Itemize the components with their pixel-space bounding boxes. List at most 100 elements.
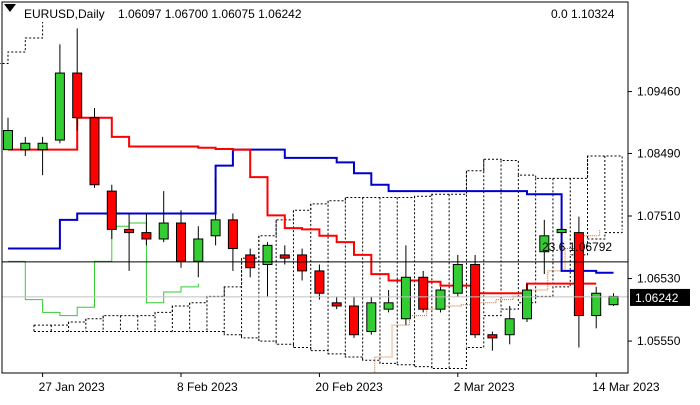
candle: [210, 178, 221, 246]
x-tick-label: 27 Jan 2023: [39, 380, 105, 394]
y-tick-label: 1.05550: [637, 334, 681, 348]
candle-body: [72, 72, 83, 119]
candle-body: [37, 142, 48, 151]
candle-body: [608, 295, 619, 306]
candle-body: [176, 222, 186, 262]
x-tick-label: 8 Feb 2023: [177, 380, 238, 394]
candle-body: [3, 129, 13, 151]
candle-body: [227, 219, 238, 250]
candle-body: [452, 264, 463, 294]
candle: [349, 296, 359, 338]
overlay-lines: [2, 261, 628, 298]
plot-frame: [1, 1, 629, 374]
candle: [176, 210, 186, 268]
collapse-arrow-icon[interactable]: [4, 4, 16, 12]
candle-body: [435, 289, 446, 310]
candle: [608, 293, 619, 306]
chart-header-ohlc: 1.06097 1.06700 1.06075 1.06242: [118, 7, 302, 21]
candle-body: [556, 228, 567, 234]
candle: [193, 226, 204, 278]
candle: [279, 245, 290, 265]
candle: [262, 242, 273, 297]
candle: [522, 283, 532, 322]
candle: [383, 290, 394, 313]
y-tick-label: 1.08490: [637, 146, 681, 160]
current-price-tag: 1.06242: [630, 288, 690, 306]
candle: [158, 191, 169, 243]
candle: [37, 136, 48, 176]
candle: [89, 108, 100, 188]
candle: [539, 219, 550, 275]
candle-body: [522, 289, 532, 320]
candle: [504, 305, 515, 345]
candle-body: [573, 232, 584, 317]
x-tick-label: 20 Feb 2023: [315, 380, 383, 394]
candle-body: [470, 264, 481, 336]
candle-body: [349, 305, 359, 336]
candle: [573, 216, 584, 348]
candle-body: [504, 318, 515, 336]
candle: [124, 213, 135, 271]
candle: [106, 184, 117, 239]
candle-body: [20, 142, 31, 151]
candle: [400, 245, 411, 326]
candle: [435, 286, 446, 313]
axes: 1.104401.094601.084901.075101.065301.055…: [1, 1, 681, 405]
candle-body: [366, 302, 377, 333]
candle: [227, 213, 238, 271]
candle-body: [262, 244, 273, 266]
chikou-line: [8, 222, 199, 317]
current-price-label: 1.06242: [635, 291, 679, 305]
candle: [470, 254, 481, 338]
candles: [3, 28, 619, 351]
candle: [3, 117, 13, 151]
candle: [487, 331, 498, 351]
candle-body: [210, 219, 221, 237]
candle: [591, 286, 602, 329]
candle: [556, 228, 567, 236]
candle-body: [591, 292, 602, 317]
y-tick-label: 1.09460: [637, 85, 681, 99]
candle-body: [279, 254, 290, 259]
cloud-lower-edge: [33, 229, 623, 370]
candle-body: [314, 270, 325, 294]
candle-body: [158, 222, 169, 240]
candle: [452, 254, 463, 297]
candle: [72, 28, 83, 131]
candle: [245, 248, 256, 278]
candle-body: [245, 254, 256, 269]
candle: [141, 213, 152, 246]
y-tick-label: 1.07510: [637, 209, 681, 223]
fib-level-label: 23.6 1.06792: [542, 240, 612, 254]
candle-body: [539, 235, 550, 253]
candle-body: [106, 190, 117, 230]
candle: [297, 248, 308, 281]
candle: [331, 296, 342, 310]
x-tick-label: 2 Mar 2023: [454, 380, 515, 394]
candle-body: [297, 254, 308, 272]
cloud-top-edge: [0, 22, 44, 64]
candle: [418, 270, 429, 313]
candle-body: [124, 228, 135, 234]
y-tick-label: 1.06530: [637, 272, 681, 286]
cloud-upper-edge: [33, 155, 623, 326]
candle: [366, 296, 377, 335]
candle: [314, 264, 325, 300]
x-tick-label: 14 Mar 2023: [592, 380, 660, 394]
ichimoku-cloud: [0, 22, 623, 370]
candle-body: [54, 72, 65, 141]
candle-body: [89, 117, 100, 186]
chart-header-indicator: 0.0 1.10324: [551, 7, 615, 21]
candle: [54, 44, 65, 144]
candle: [20, 136, 31, 157]
chart-header-symbol: EURUSD,Daily: [24, 7, 105, 21]
candle-body: [141, 232, 152, 240]
candle-body: [331, 302, 342, 307]
candle-body: [487, 334, 498, 339]
candle-body: [383, 302, 394, 310]
candle-body: [418, 276, 429, 310]
candle-body: [400, 276, 411, 320]
candle-body: [193, 238, 204, 262]
